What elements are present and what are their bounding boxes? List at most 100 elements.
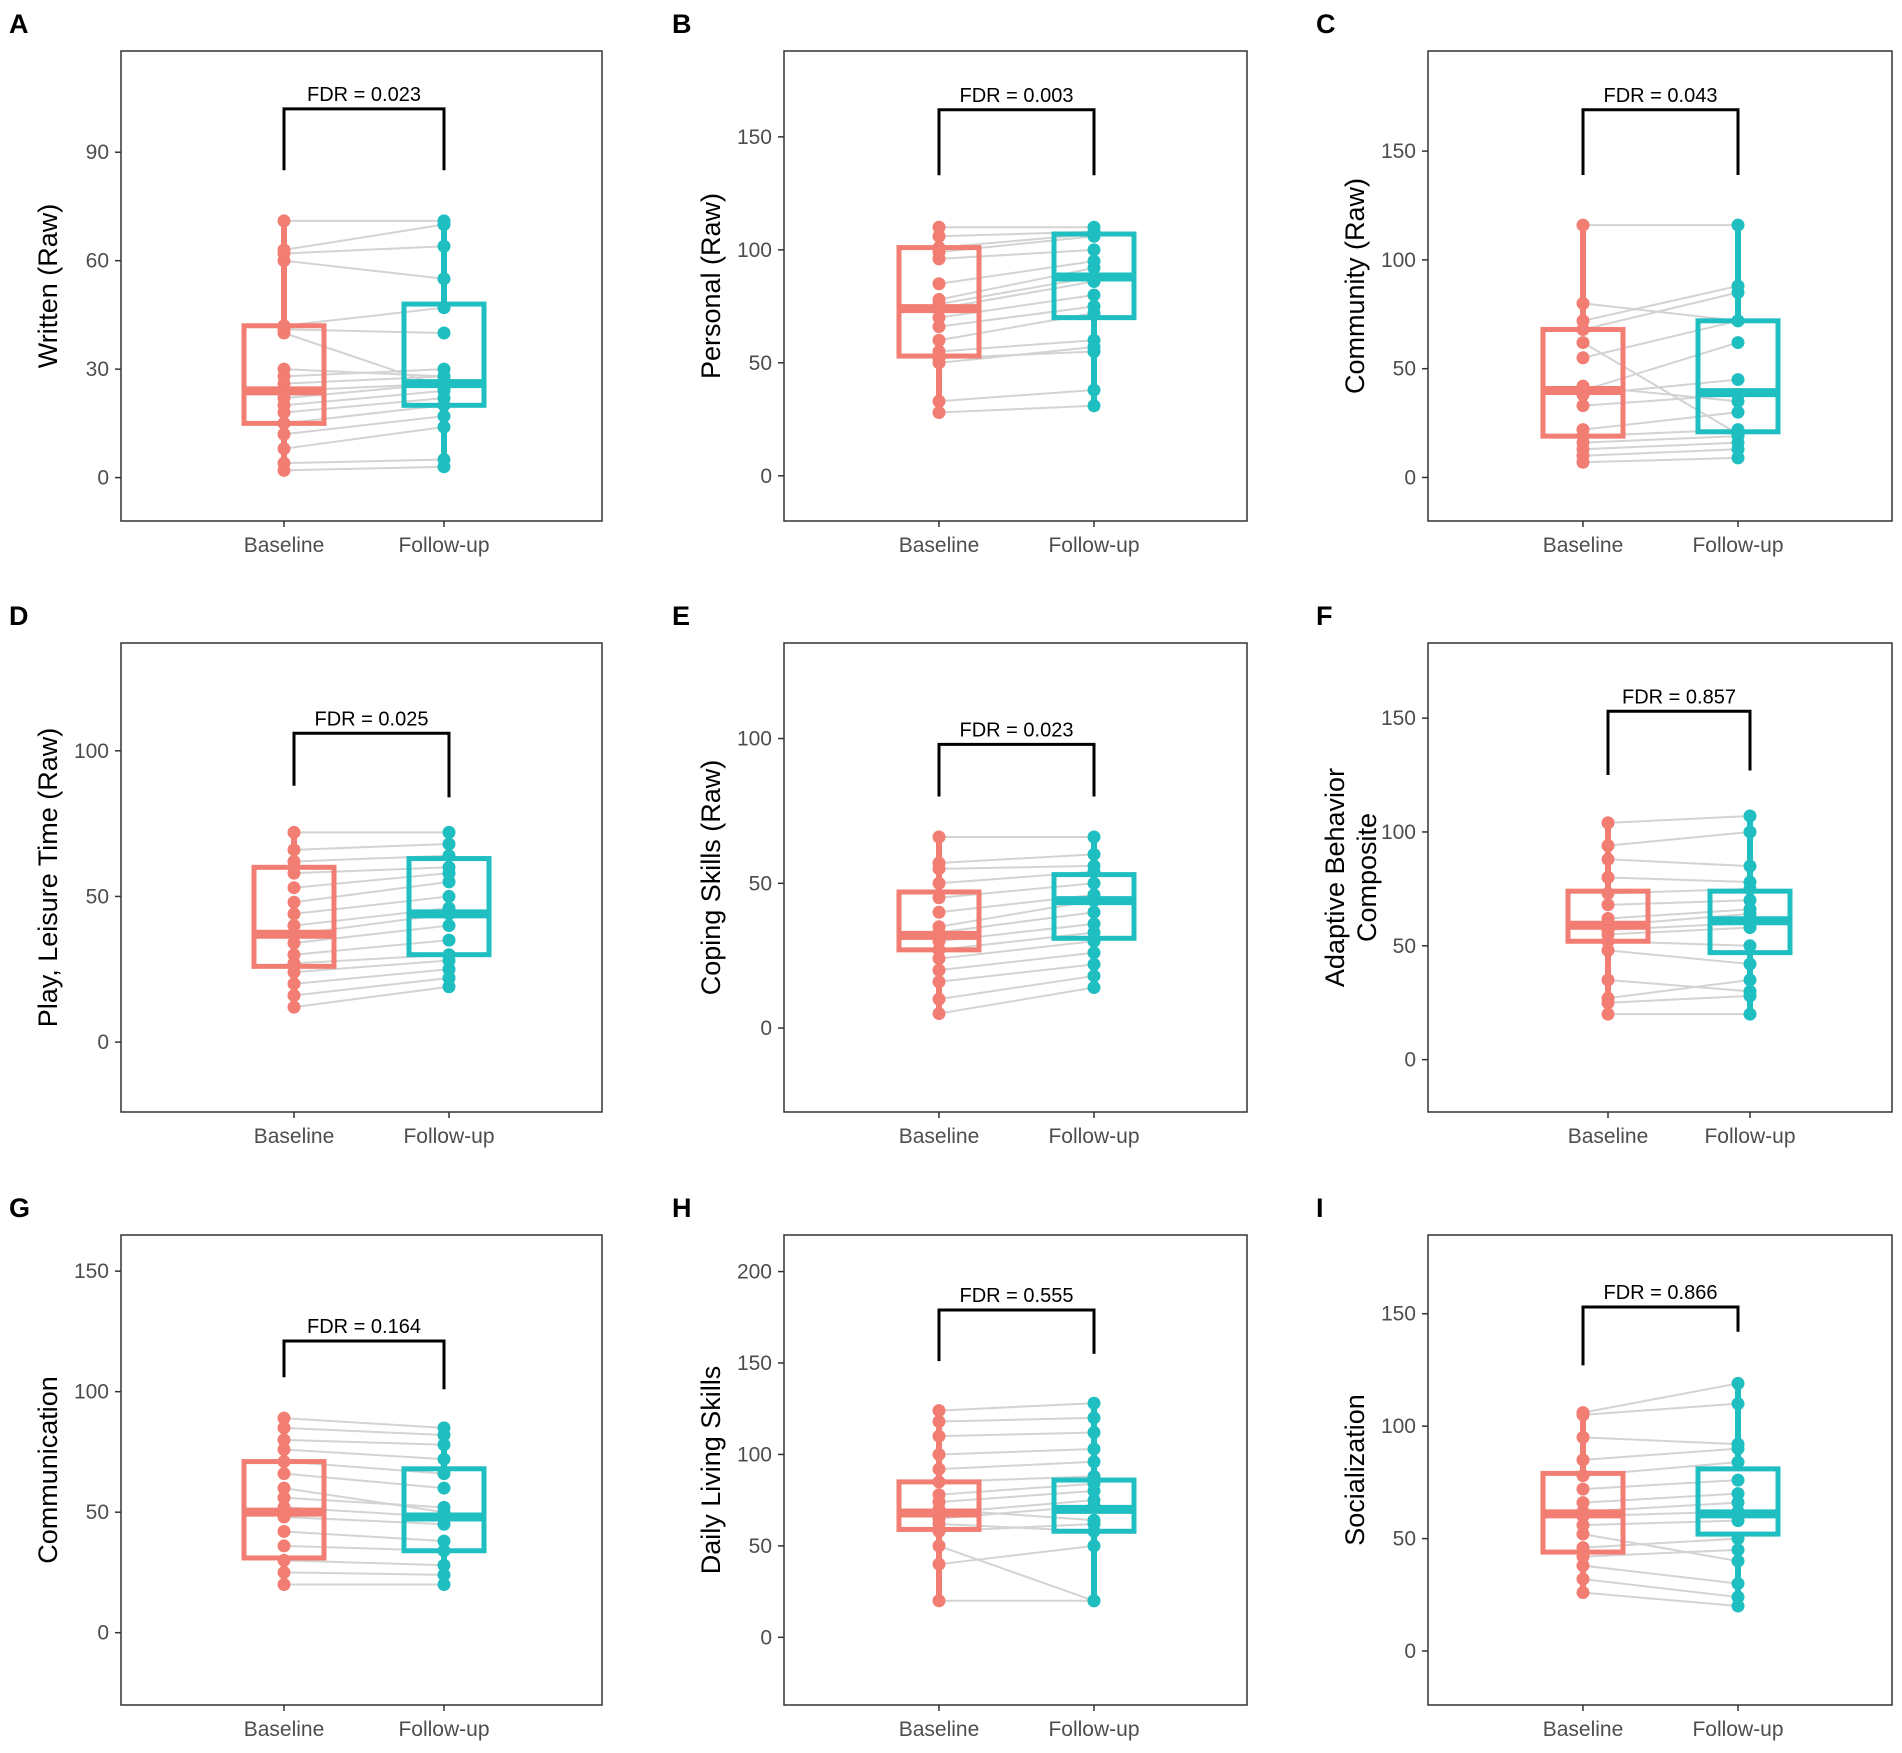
y-tick-label: 0 xyxy=(97,1031,109,1054)
point-baseline xyxy=(932,920,946,934)
fdr-annotation: FDR = 0.043 xyxy=(1604,85,1718,107)
point-baseline xyxy=(277,1500,291,1514)
y-tick-label: 0 xyxy=(760,1017,772,1040)
y-tick-label: 50 xyxy=(1393,358,1416,381)
point-followup xyxy=(1087,830,1101,844)
point-baseline xyxy=(1601,816,1615,830)
y-tick-label: 150 xyxy=(1381,140,1416,163)
y-axis-label: Personal (Raw) xyxy=(696,193,726,379)
point-followup xyxy=(1743,984,1757,998)
point-followup xyxy=(1087,270,1101,284)
y-tick-label: 50 xyxy=(749,872,772,895)
point-baseline xyxy=(277,427,291,441)
y-tick-label: 150 xyxy=(1381,1303,1416,1326)
x-tick-label: Baseline xyxy=(254,1125,335,1148)
y-axis-label: Coping Skills (Raw) xyxy=(696,760,726,996)
point-followup xyxy=(1743,1007,1757,1021)
x-tick-label: Follow-up xyxy=(1692,534,1783,557)
point-baseline xyxy=(1576,423,1590,437)
pair-line xyxy=(1607,994,1751,1004)
point-followup xyxy=(1087,299,1101,313)
pair-line xyxy=(938,294,1095,319)
pair-line xyxy=(283,1438,445,1446)
pair-line xyxy=(1582,341,1739,392)
point-baseline xyxy=(1576,1496,1590,1510)
significance-bracket xyxy=(1606,709,1752,776)
point-followup xyxy=(1087,1513,1101,1527)
pair-line xyxy=(938,1544,1095,1566)
pair-line xyxy=(283,1487,445,1514)
point-baseline xyxy=(932,277,946,291)
pair-line xyxy=(938,1490,1095,1504)
point-followup xyxy=(1087,876,1101,890)
point-baseline xyxy=(287,881,301,895)
point-followup xyxy=(437,453,451,467)
y-tick-label: 0 xyxy=(760,1626,772,1649)
pair-line xyxy=(283,328,445,334)
point-followup xyxy=(1743,893,1757,907)
point-baseline xyxy=(932,1488,946,1502)
point-followup xyxy=(1743,859,1757,873)
y-tick-label: 50 xyxy=(86,1501,109,1524)
point-followup xyxy=(1731,1437,1745,1451)
point-followup xyxy=(1731,314,1745,328)
point-baseline xyxy=(287,866,301,880)
point-followup xyxy=(1731,1554,1745,1568)
pair-line xyxy=(1582,1492,1739,1504)
significance-bracket xyxy=(937,108,1096,176)
point-baseline xyxy=(287,907,301,921)
pair-line xyxy=(293,880,450,904)
point-baseline xyxy=(1576,1518,1590,1532)
point-followup xyxy=(437,1467,451,1481)
point-baseline xyxy=(932,905,946,919)
y-tick-label: 200 xyxy=(737,1261,772,1284)
point-baseline xyxy=(932,406,946,420)
x-tick-label: Baseline xyxy=(1543,534,1624,557)
x-tick-label: Baseline xyxy=(1568,1125,1649,1148)
pair-line xyxy=(1582,291,1739,331)
point-followup xyxy=(1731,1590,1745,1604)
panel-frame xyxy=(783,50,1248,522)
pair-line xyxy=(1607,978,1751,993)
point-followup xyxy=(1087,220,1101,234)
y-axis-label: Composite xyxy=(1352,813,1382,942)
point-baseline xyxy=(1576,1586,1590,1600)
pair-line xyxy=(938,1460,1095,1471)
pair-line xyxy=(293,977,450,997)
pair-line xyxy=(1582,341,1739,435)
y-tick-label: 100 xyxy=(1381,1415,1416,1438)
pair-line xyxy=(283,1571,445,1576)
point-baseline xyxy=(1601,839,1615,853)
point-followup xyxy=(442,919,456,933)
pair-line xyxy=(1582,319,1739,359)
point-baseline xyxy=(277,1491,291,1505)
x-tick-label: Baseline xyxy=(244,534,325,557)
point-followup xyxy=(437,1438,451,1452)
pair-line xyxy=(283,389,445,407)
point-followup xyxy=(1731,1496,1745,1510)
point-baseline xyxy=(932,1594,946,1608)
point-baseline xyxy=(932,1475,946,1489)
pair-line xyxy=(293,939,450,956)
point-followup xyxy=(1731,373,1745,387)
pair-line xyxy=(938,864,1095,870)
point-followup xyxy=(1731,279,1745,293)
significance-bracket xyxy=(1581,1305,1740,1366)
point-baseline xyxy=(277,1539,291,1553)
significance-bracket xyxy=(937,1308,1096,1362)
point-baseline xyxy=(932,220,946,234)
pair-line xyxy=(1582,435,1739,444)
point-followup xyxy=(1087,345,1101,359)
fdr-annotation: FDR = 0.555 xyxy=(960,1285,1074,1307)
point-baseline xyxy=(277,1411,291,1425)
point-followup xyxy=(442,849,456,863)
point-followup xyxy=(1731,427,1745,441)
point-baseline xyxy=(932,992,946,1006)
panel-frame xyxy=(1427,642,1893,1113)
point-baseline xyxy=(1601,1007,1615,1021)
pair-line xyxy=(293,843,450,851)
point-followup xyxy=(437,326,451,340)
pair-line xyxy=(1607,858,1751,868)
pair-line xyxy=(938,260,1095,285)
